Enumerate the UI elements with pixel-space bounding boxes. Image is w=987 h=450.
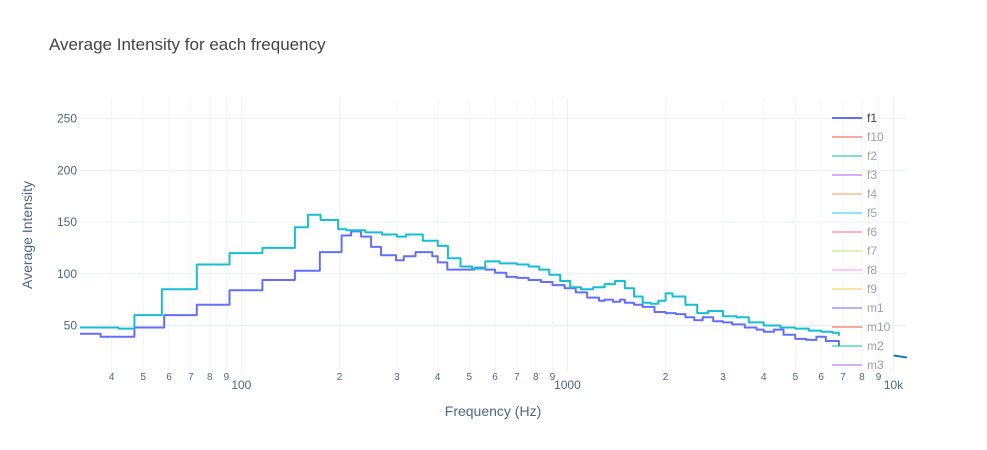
y-axis-title: Average Intensity [19, 181, 35, 289]
x-major-tick-label: 1000 [554, 378, 581, 392]
x-minor-tick-label: 4 [109, 372, 115, 383]
legend-item-m2[interactable]: m2 [832, 339, 884, 353]
legend-label: f5 [867, 206, 877, 220]
legend-label: f3 [867, 168, 877, 182]
x-minor-tick-label: 9 [876, 372, 882, 383]
legend-label: m3 [867, 358, 884, 372]
legend-label: f10 [867, 130, 884, 144]
legend-item-f4[interactable]: f4 [832, 187, 877, 201]
x-minor-tick-label: 6 [492, 372, 498, 383]
legend-item-f7[interactable]: f7 [832, 244, 877, 258]
series-line-f1[interactable] [80, 230, 840, 347]
x-minor-tick-label: 6 [818, 372, 824, 383]
chart-title: Average Intensity for each frequency [49, 35, 326, 54]
x-major-tick-label: 10k [884, 378, 904, 392]
y-axis-ticks: 50 100 150 200 250 [57, 112, 77, 333]
legend-label: f6 [867, 225, 877, 239]
x-minor-tick-label: 2 [337, 372, 343, 383]
legend-label: f2 [867, 149, 877, 163]
y-tick-label: 100 [57, 267, 77, 281]
x-axis-title: Frequency (Hz) [445, 403, 541, 419]
x-minor-tick-label: 9 [550, 372, 556, 383]
legend-item-f9[interactable]: f9 [832, 282, 877, 296]
legend-item-m1[interactable]: m1 [832, 301, 884, 315]
legend-label: m2 [867, 339, 884, 353]
legend-label: f7 [867, 244, 877, 258]
series-line-edge[interactable] [893, 354, 908, 359]
x-minor-tick-label: 3 [394, 372, 400, 383]
legend-item-f1[interactable]: f1 [832, 111, 877, 125]
legend-item-f2[interactable]: f2 [832, 149, 877, 163]
legend-label: f8 [867, 263, 877, 277]
x-minor-tick-label: 8 [859, 372, 865, 383]
x-minor-tick-label: 7 [514, 372, 520, 383]
legend-label: m1 [867, 301, 884, 315]
x-minor-tick-label: 5 [140, 372, 146, 383]
y-tick-label: 50 [64, 318, 78, 332]
legend-item-f8[interactable]: f8 [832, 263, 877, 277]
legend-item-f3[interactable]: f3 [832, 168, 877, 182]
x-minor-tick-label: 9 [224, 372, 230, 383]
y-tick-label: 250 [57, 112, 77, 126]
x-major-tick-label: 100 [231, 378, 251, 392]
x-minor-tick-label: 5 [793, 372, 799, 383]
x-minor-tick-label: 7 [840, 372, 846, 383]
x-minor-tick-label: 6 [166, 372, 172, 383]
legend-item-f10[interactable]: f10 [832, 130, 884, 144]
legend-item-m3[interactable]: m3 [832, 358, 884, 372]
x-minor-tick-label: 2 [663, 372, 669, 383]
plot-area[interactable] [80, 213, 908, 359]
y-tick-label: 200 [57, 163, 77, 177]
legend-item-m10[interactable]: m10 [832, 320, 891, 334]
x-minor-tick-label: 4 [761, 372, 767, 383]
x-minor-tick-label: 3 [720, 372, 726, 383]
x-minor-tick-label: 7 [188, 372, 194, 383]
x-minor-tick-label: 8 [207, 372, 213, 383]
legend-label: m10 [867, 320, 891, 334]
legend-item-f6[interactable]: f6 [832, 225, 877, 239]
y-tick-label: 150 [57, 215, 77, 229]
x-minor-tick-label: 5 [466, 372, 472, 383]
legend-label: f9 [867, 282, 877, 296]
series-line-f10[interactable] [80, 213, 840, 336]
x-minor-tick-label: 8 [533, 372, 539, 383]
x-minor-tick-label: 4 [435, 372, 441, 383]
legend-item-f5[interactable]: f5 [832, 206, 877, 220]
legend-label: f4 [867, 187, 877, 201]
legend[interactable]: f1 f10 f2 f3 f4 f5 f6 f7 f8 f9 m1 m10 m2 m3 [832, 111, 891, 372]
legend-label: f1 [867, 111, 877, 125]
